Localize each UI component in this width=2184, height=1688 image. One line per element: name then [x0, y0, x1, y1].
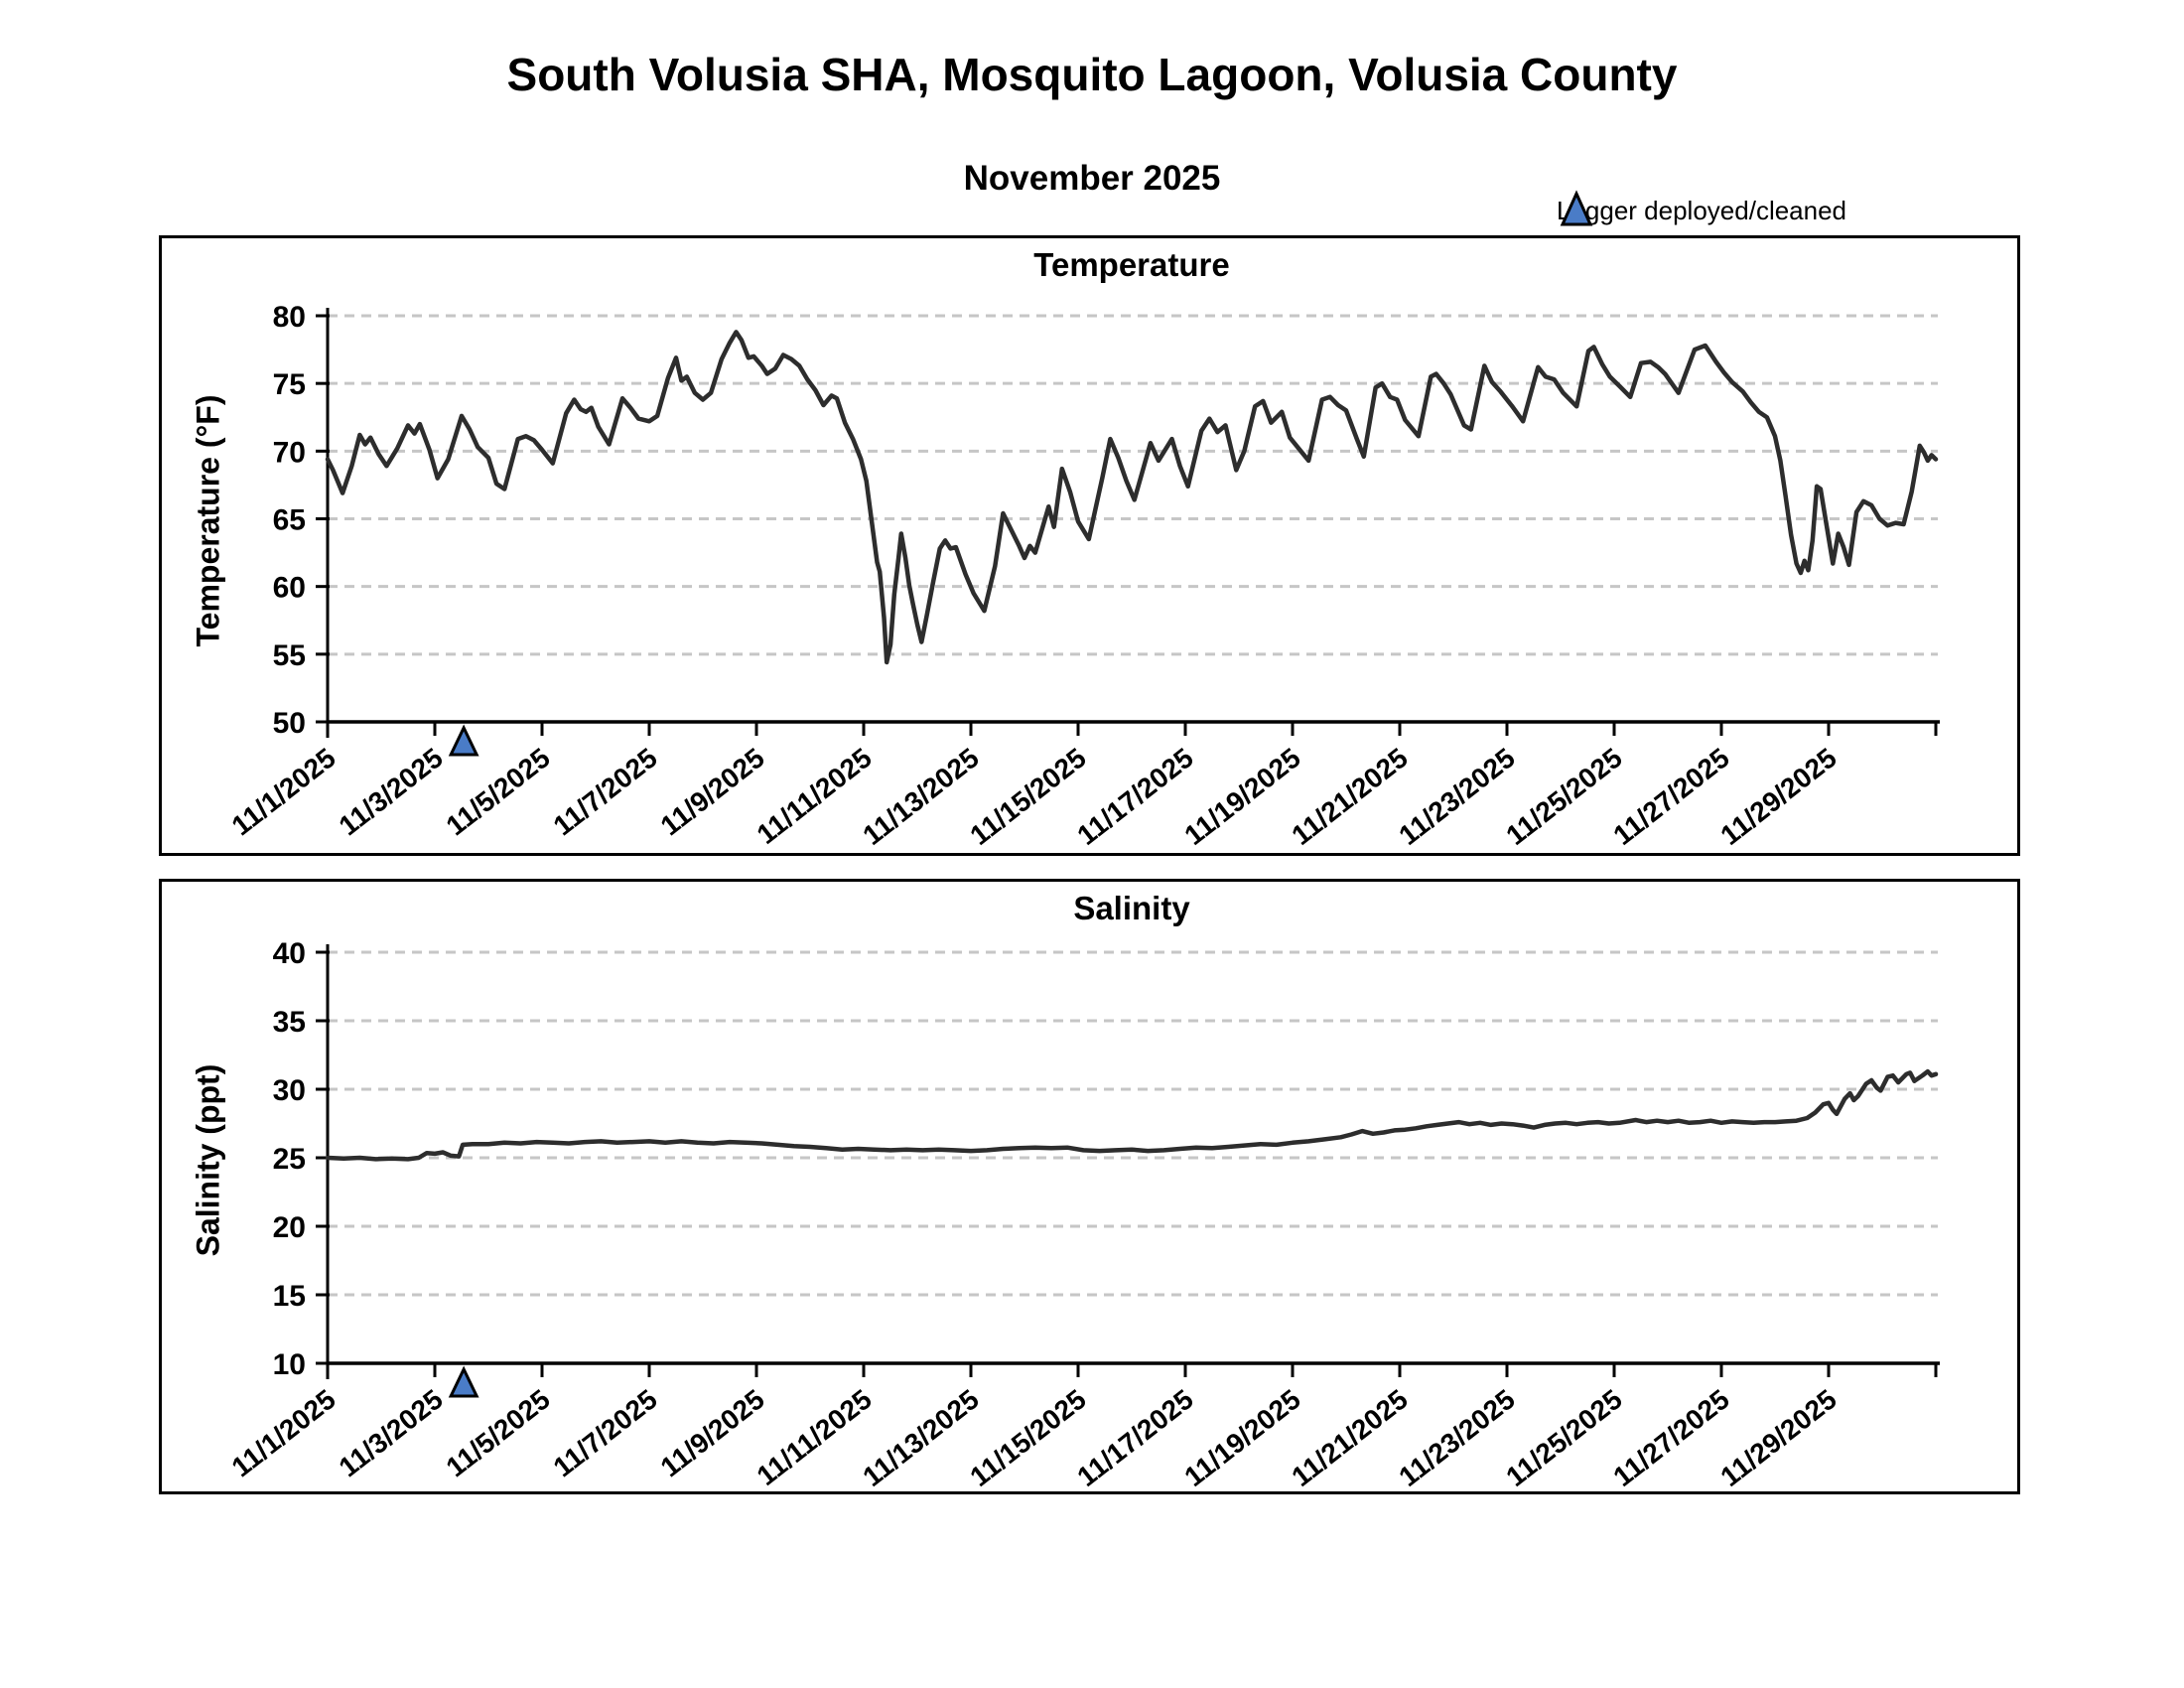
- temperature-y-axis-title: Temperature (°F): [190, 394, 226, 647]
- y-tick-label: 50: [273, 707, 306, 740]
- x-tick-label: 11/1/2025: [226, 742, 341, 841]
- x-tick-label: 11/5/2025: [441, 742, 556, 841]
- x-tick-label: 11/21/2025: [1286, 742, 1413, 851]
- logger-triangle-icon: [1560, 190, 1593, 226]
- x-tick-label: 11/19/2025: [1178, 1383, 1305, 1492]
- legend: Logger deployed/cleaned: [1557, 189, 1846, 232]
- page-title: South Volusia SHA, Mosquito Lagoon, Volu…: [506, 49, 1678, 100]
- temperature-data-line: [325, 330, 1939, 665]
- x-tick-label: 11/25/2025: [1500, 1383, 1627, 1492]
- y-tick-label: 60: [273, 572, 306, 605]
- y-tick-label: 55: [273, 639, 306, 672]
- x-tick-label: 11/13/2025: [857, 742, 984, 851]
- x-tick-label: 11/5/2025: [441, 1383, 556, 1482]
- x-tick-label: 11/7/2025: [548, 742, 663, 841]
- x-tick-label: 11/7/2025: [548, 1383, 663, 1482]
- y-tick-label: 35: [273, 1006, 306, 1039]
- salinity-y-axis-title: Salinity (ppt): [190, 1063, 226, 1257]
- temperature-chart-title: Temperature: [1033, 246, 1230, 283]
- x-tick-label: 11/23/2025: [1393, 742, 1520, 851]
- x-tick-label: 11/29/2025: [1714, 742, 1842, 851]
- x-tick-label: 11/29/2025: [1714, 1383, 1842, 1492]
- x-tick-label: 11/27/2025: [1607, 1383, 1734, 1492]
- legend-label: Logger deployed/cleaned: [1557, 195, 1847, 225]
- x-tick-label: 11/11/2025: [751, 742, 878, 850]
- y-tick-label: 40: [273, 937, 306, 970]
- x-tick-label: 11/3/2025: [334, 742, 449, 841]
- logger-deployed-marker: [448, 1365, 479, 1398]
- y-tick-label: 70: [273, 436, 306, 469]
- y-tick-label: 25: [273, 1143, 306, 1176]
- page-subtitle: November 2025: [963, 159, 1221, 198]
- x-tick-label: 11/21/2025: [1286, 1383, 1413, 1492]
- x-tick-label: 11/25/2025: [1500, 742, 1627, 851]
- x-tick-label: 11/17/2025: [1071, 742, 1198, 851]
- x-tick-label: 11/27/2025: [1607, 742, 1734, 851]
- y-tick-label: 75: [273, 368, 306, 401]
- y-tick-label: 10: [273, 1348, 306, 1381]
- logger-deployed-marker: [448, 724, 479, 757]
- y-tick-label: 65: [273, 504, 306, 537]
- y-tick-label: 15: [273, 1280, 306, 1313]
- x-tick-label: 11/13/2025: [857, 1383, 984, 1492]
- y-tick-label: 30: [273, 1074, 306, 1107]
- x-tick-label: 11/1/2025: [226, 1383, 341, 1482]
- x-tick-label: 11/15/2025: [964, 742, 1091, 851]
- x-tick-label: 11/3/2025: [334, 1383, 449, 1482]
- x-tick-label: 11/11/2025: [751, 1383, 878, 1491]
- y-tick-label: 20: [273, 1211, 306, 1244]
- salinity-data-line: [325, 1068, 1939, 1162]
- x-tick-label: 11/15/2025: [964, 1383, 1091, 1492]
- x-tick-label: 11/19/2025: [1178, 742, 1305, 851]
- x-tick-label: 11/17/2025: [1071, 1383, 1198, 1492]
- y-tick-label: 80: [273, 301, 306, 334]
- salinity-chart-title: Salinity: [1073, 890, 1190, 926]
- x-tick-label: 11/23/2025: [1393, 1383, 1520, 1492]
